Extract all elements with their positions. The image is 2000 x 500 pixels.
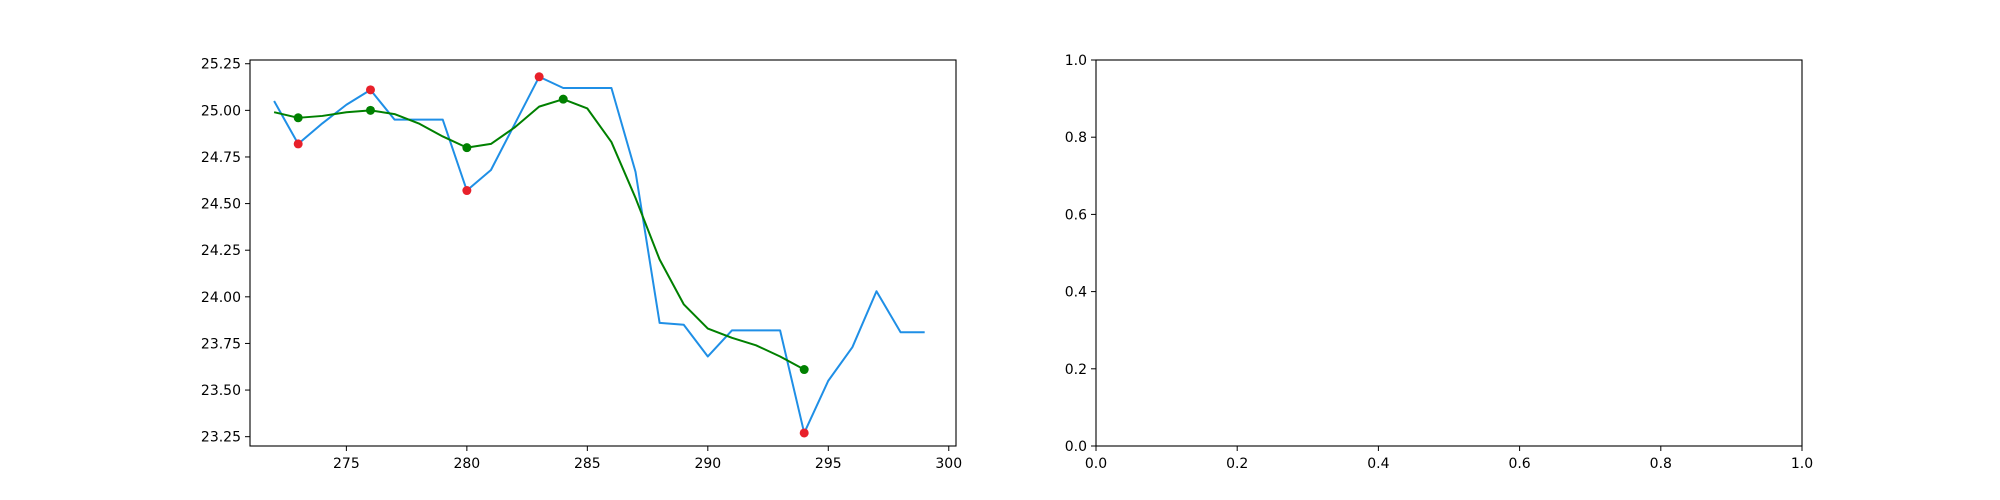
y-tick-label: 24.50 bbox=[201, 197, 241, 213]
x-tick-label: 300 bbox=[935, 456, 962, 472]
x-tick-label: 0.4 bbox=[1367, 456, 1389, 472]
y-tick-label: 23.50 bbox=[201, 383, 241, 399]
scatter-point-1-1 bbox=[365, 105, 375, 115]
x-tick-label: 0.2 bbox=[1226, 456, 1248, 472]
y-tick-label: 23.25 bbox=[201, 430, 241, 446]
scatter-point-1-4 bbox=[799, 365, 809, 375]
scatter-point-1-3 bbox=[558, 94, 568, 104]
scatter-point-0-0 bbox=[293, 139, 303, 149]
scatter-point-1-0 bbox=[293, 113, 303, 123]
x-tick-label: 275 bbox=[333, 456, 360, 472]
y-tick-label: 1.0 bbox=[1065, 53, 1087, 69]
x-tick-label: 295 bbox=[815, 456, 842, 472]
y-tick-label: 23.75 bbox=[201, 336, 241, 352]
scatter-point-0-4 bbox=[799, 428, 809, 438]
y-tick-label: 0.4 bbox=[1065, 285, 1087, 301]
y-tick-label: 24.25 bbox=[201, 243, 241, 259]
axes-frame bbox=[249, 59, 957, 447]
scatter-point-0-2 bbox=[462, 186, 472, 196]
y-tick-label: 0.6 bbox=[1065, 207, 1087, 223]
x-tick-label: 280 bbox=[453, 456, 480, 472]
scatter-point-0-3 bbox=[534, 72, 544, 82]
x-tick-label: 0.8 bbox=[1650, 456, 1672, 472]
y-tick-label: 24.75 bbox=[201, 150, 241, 166]
y-tick-label: 25.00 bbox=[201, 103, 241, 119]
y-tick-label: 24.00 bbox=[201, 290, 241, 306]
series-line-1 bbox=[273, 98, 805, 371]
x-tick-label: 1.0 bbox=[1791, 456, 1813, 472]
chart-left-axes: 275 280 285 290 295 300 23.25 23.50 23.75 24.00 24… bbox=[201, 57, 962, 472]
scatter-point-1-2 bbox=[462, 143, 472, 153]
y-tick-label: 25.25 bbox=[201, 57, 241, 73]
y-tick-label: 0.2 bbox=[1065, 362, 1087, 378]
axes-frame bbox=[1095, 59, 1803, 447]
x-tick-label: 0.6 bbox=[1508, 456, 1530, 472]
scatter-point-0-1 bbox=[365, 85, 375, 95]
y-tick-label: 0.8 bbox=[1065, 130, 1087, 146]
chart-right-axes: 0.0 0.2 0.4 0.6 0.8 1.0 0.0 0.2 0.4 0.6 0.8 1.0 bbox=[1065, 53, 1813, 472]
series-line-0 bbox=[273, 75, 925, 434]
x-tick-label: 285 bbox=[574, 456, 601, 472]
x-tick-label: 0.0 bbox=[1085, 456, 1107, 472]
y-tick-label: 0.0 bbox=[1065, 439, 1087, 455]
x-tick-label: 290 bbox=[694, 456, 721, 472]
